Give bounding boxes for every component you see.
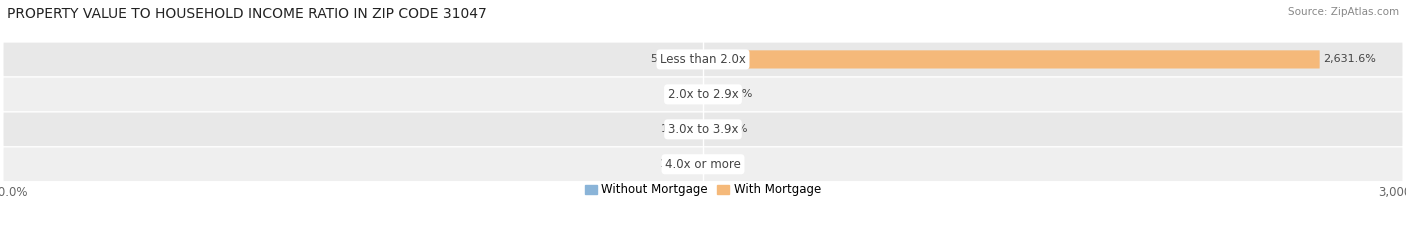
FancyBboxPatch shape [700,85,703,103]
Text: 58.5%: 58.5% [651,55,686,64]
Text: 22.0%: 22.0% [711,124,747,134]
Text: 4.0x or more: 4.0x or more [665,158,741,171]
FancyBboxPatch shape [700,120,703,138]
Text: 2,631.6%: 2,631.6% [1323,55,1376,64]
FancyBboxPatch shape [703,155,706,173]
Text: Less than 2.0x: Less than 2.0x [659,53,747,66]
Text: 3.0x to 3.9x: 3.0x to 3.9x [668,123,738,136]
FancyBboxPatch shape [703,120,709,138]
FancyBboxPatch shape [3,78,1403,111]
Text: 46.5%: 46.5% [717,89,752,99]
Text: Source: ZipAtlas.com: Source: ZipAtlas.com [1288,7,1399,17]
FancyBboxPatch shape [699,155,703,173]
Text: 19.8%: 19.8% [659,159,695,169]
FancyBboxPatch shape [703,85,714,103]
Text: 12.3%: 12.3% [661,124,696,134]
Text: 9.5%: 9.5% [669,89,697,99]
FancyBboxPatch shape [703,50,1320,69]
Legend: Without Mortgage, With Mortgage: Without Mortgage, With Mortgage [581,178,825,201]
FancyBboxPatch shape [3,43,1403,76]
FancyBboxPatch shape [3,113,1403,146]
Text: PROPERTY VALUE TO HOUSEHOLD INCOME RATIO IN ZIP CODE 31047: PROPERTY VALUE TO HOUSEHOLD INCOME RATIO… [7,7,486,21]
Text: 11.1%: 11.1% [709,159,744,169]
Text: 2.0x to 2.9x: 2.0x to 2.9x [668,88,738,101]
FancyBboxPatch shape [689,50,703,69]
FancyBboxPatch shape [3,147,1403,181]
